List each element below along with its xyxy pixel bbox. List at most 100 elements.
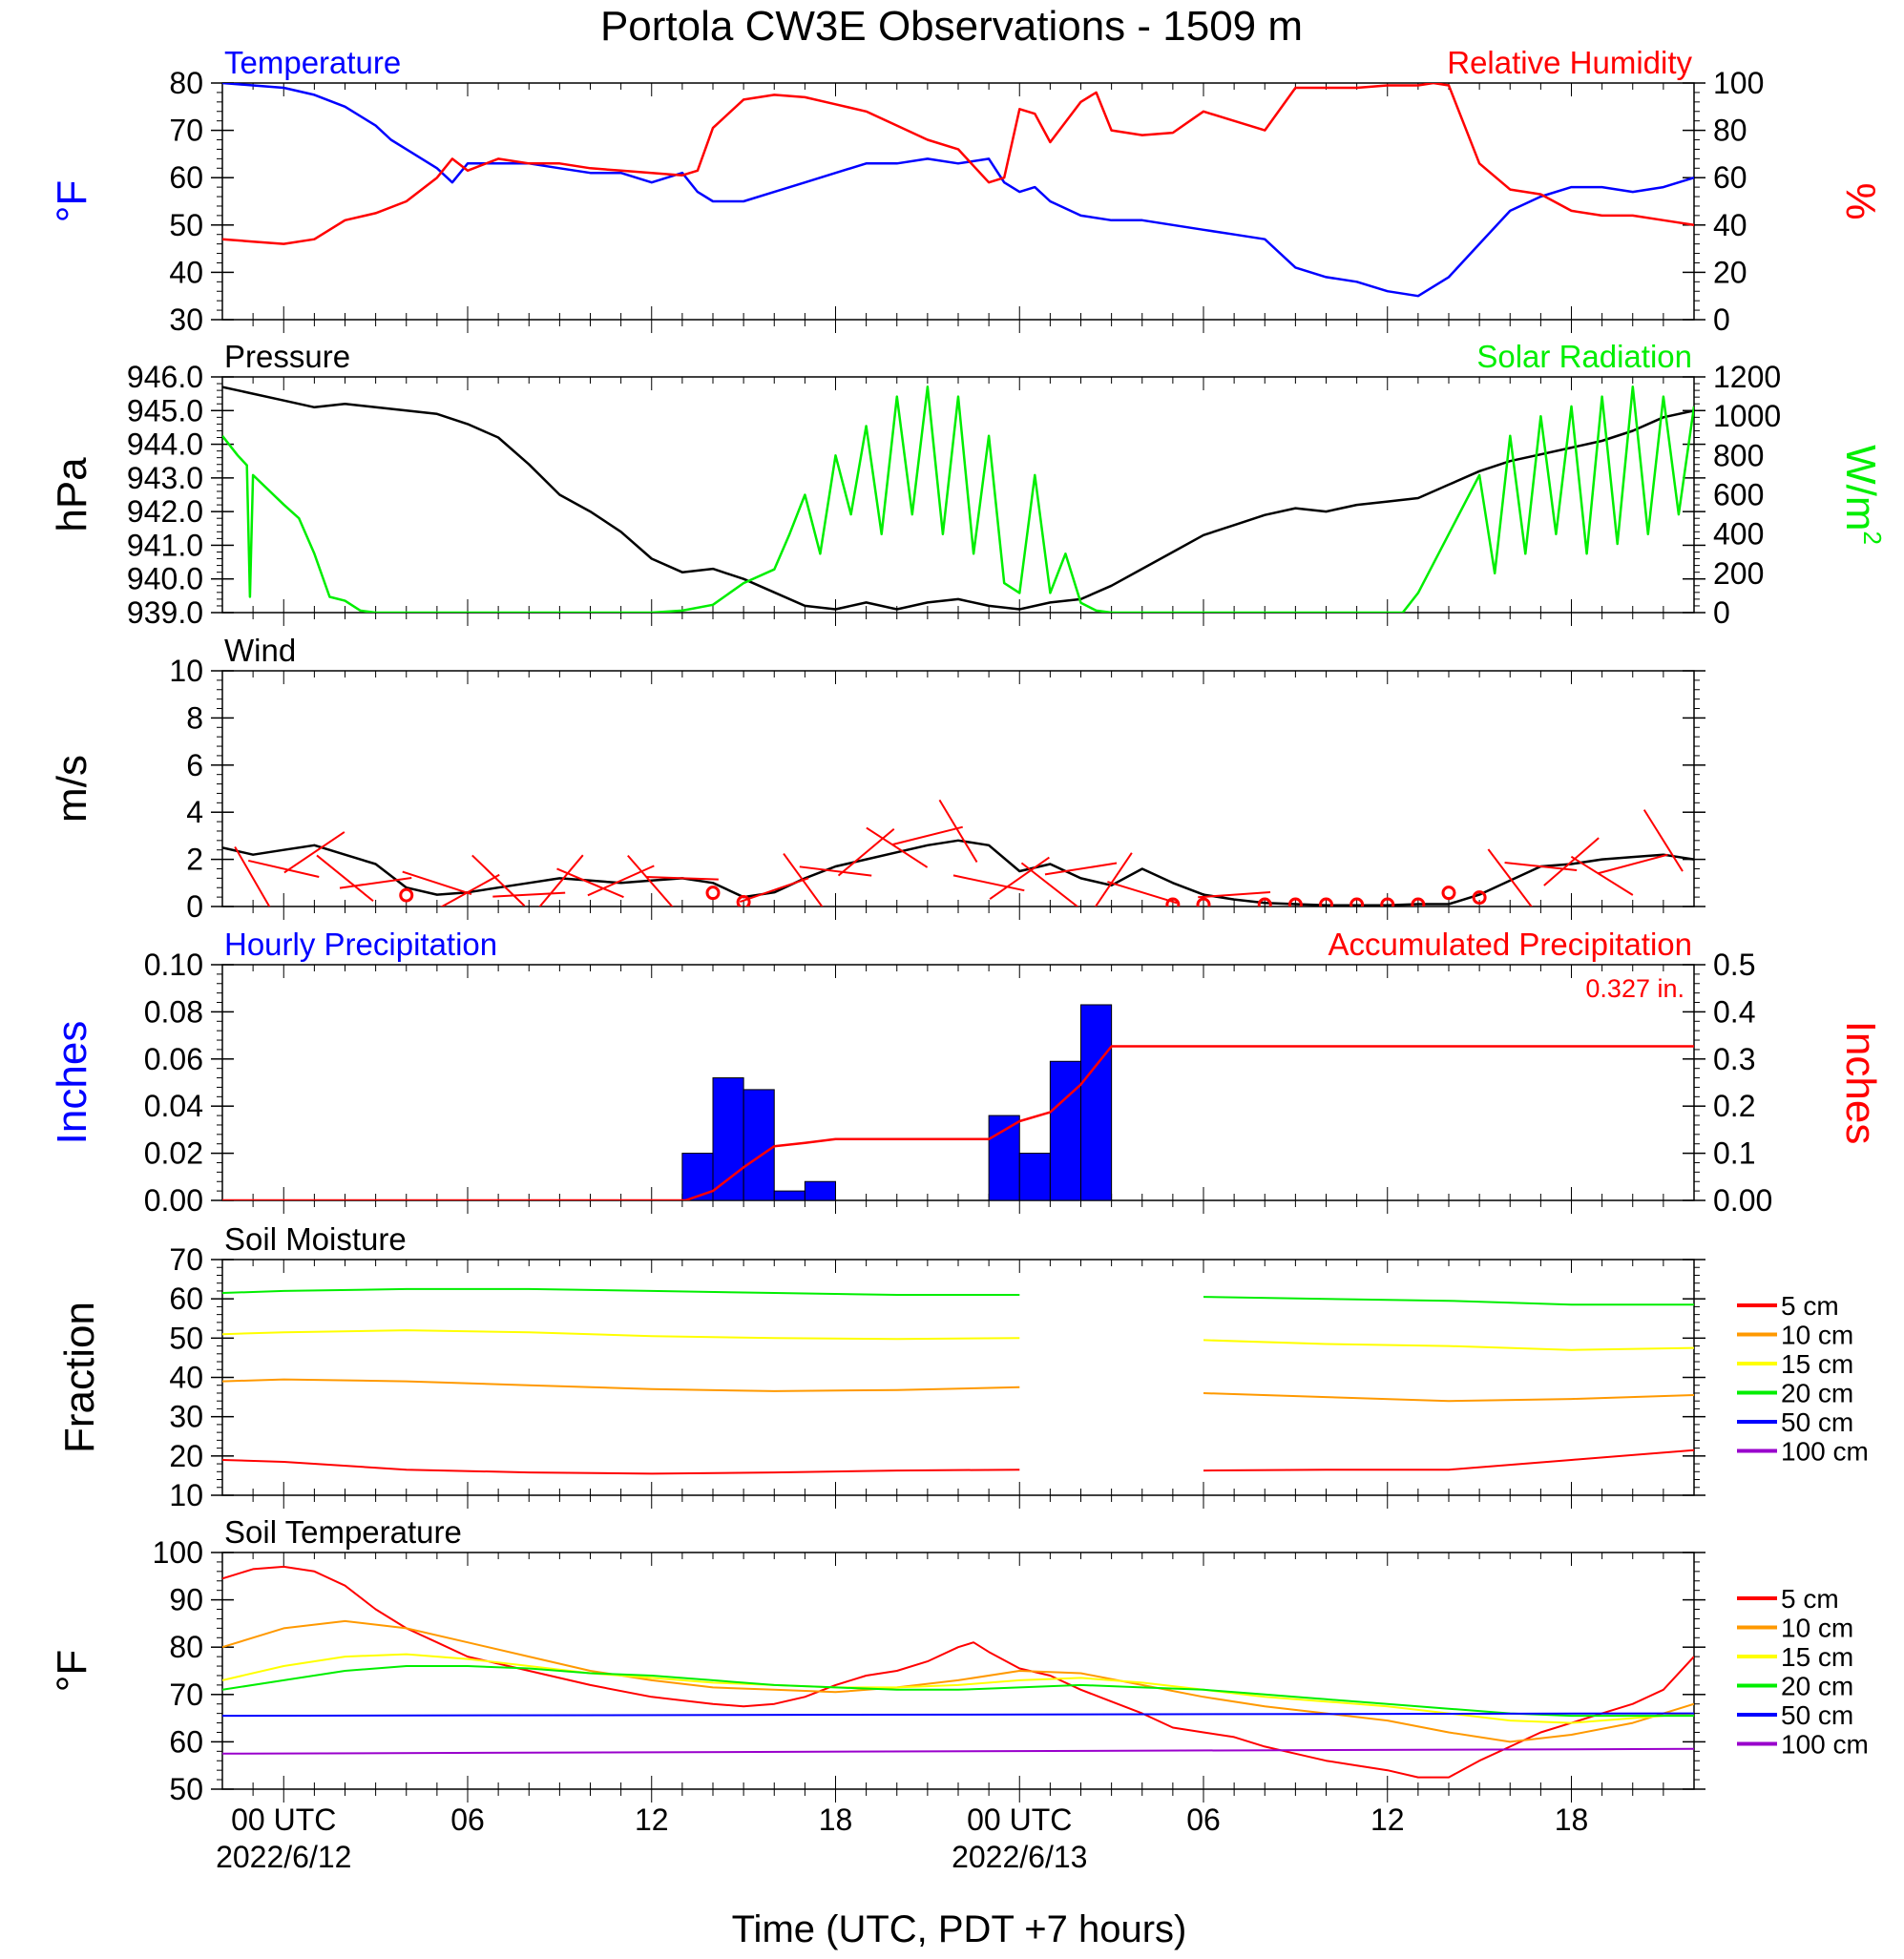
x-tick-label: 12 [635,1803,669,1837]
left-axis-label: °F [49,180,95,222]
left-tick-label: 40 [169,1361,203,1395]
calm-wind-marker [399,887,414,903]
left-tick-label: 70 [169,1678,203,1712]
series-line-soil_15 [222,1653,1694,1724]
left-axis-label: °F [49,1650,95,1692]
panel-right-title: Solar Radiation [1476,339,1692,374]
left-tick-label: 50 [169,1772,203,1806]
plot-area [222,1287,1694,1475]
wind-barb [556,867,624,899]
wind-barb [866,826,929,868]
right-tick-label: 40 [1713,208,1747,242]
calm-wind-marker [1319,897,1333,907]
x-tick-label: 12 [1370,1803,1405,1837]
left-tick-label: 0.00 [144,1183,203,1218]
wind-barb [837,827,895,877]
series-line-temperature [222,83,1694,298]
wind-barb [739,877,809,904]
wind-barb [799,865,872,877]
left-axis-label: Inches [49,1021,95,1145]
wind-barb [627,854,674,907]
left-tick-label: 0.08 [144,994,203,1029]
wind-barb [587,865,655,897]
right-tick-label: 0.00 [1713,1183,1772,1218]
calm-wind-marker [705,886,721,901]
wind-barb [891,825,963,846]
wind-barb [247,859,320,879]
wind-barb [1642,809,1684,872]
plot-frame [221,670,1695,907]
calm-wind-marker [1380,897,1395,907]
calm-wind-marker [1257,897,1272,907]
precip-bar [804,1180,836,1200]
panel-left-title: Temperature [224,45,401,80]
calm-wind-marker [1472,890,1487,906]
x-tick-label: 06 [450,1803,485,1837]
panel-wind: 0 2 4 6 8 10 Wind m/s [49,633,1705,924]
wind-barb [316,854,374,903]
series-line-soil_15 [222,1329,1694,1351]
wind-barb [339,877,412,889]
panel-left-title: Wind [224,633,296,668]
right-axis-label: W/m2 [1837,445,1887,545]
left-tick-label: 20 [169,1439,203,1473]
wind-barb [952,874,1025,892]
series-line-soil_20 [222,1287,1694,1306]
right-tick-label: 60 [1713,160,1747,195]
wind-barb [538,854,584,907]
wind-barb [1487,848,1533,907]
left-tick-label: 0.06 [144,1042,203,1076]
left-tick-label: 939.0 [127,595,203,630]
series-line-soil_10 [222,1619,1694,1743]
left-tick-label: 50 [169,1321,203,1355]
plot-frame [221,964,1695,1201]
right-axis-label: Inches [1837,1021,1884,1145]
precip-bar [773,1190,806,1200]
right-tick-label: 20 [1713,255,1747,289]
legend-label: 100 cm [1781,1437,1869,1467]
right-tick-label: 0 [1713,595,1730,630]
panel-left-title: Pressure [224,339,350,374]
panel-right-title: Accumulated Precipitation [1328,927,1692,962]
plot-area [222,1004,1694,1200]
wind-barb [938,799,978,864]
left-tick-label: 6 [186,748,203,782]
left-axis-label: m/s [49,755,95,823]
left-tick-label: 80 [169,1630,203,1664]
calm-wind-marker [736,895,751,907]
right-tick-label: 400 [1713,517,1764,552]
wind-barb [645,876,719,881]
wind-barb [1198,891,1271,899]
x-tick-label: 00 UTC [967,1803,1072,1837]
series-line-soil_5 [222,1448,1694,1475]
legend-label: 100 cm [1781,1730,1869,1760]
figure-title: Portola CW3E Observations - 1509 m [600,3,1303,50]
left-axis-label: hPa [49,457,95,532]
right-tick-label: 0.5 [1713,948,1755,982]
wind-barb [283,831,345,874]
calm-wind-marker [1350,897,1365,907]
panel-left-title: Soil Temperature [224,1514,462,1550]
legend-label: 15 cm [1781,1349,1853,1379]
series-line-soil_20 [222,1665,1694,1718]
wind-barb [783,852,824,907]
wind-barb [402,870,472,895]
right-tick-label: 200 [1713,556,1764,591]
x-axis-label: Time (UTC, PDT +7 hours) [732,1908,1187,1950]
left-tick-label: 944.0 [127,427,203,462]
calm-wind-marker [1441,886,1456,901]
wind-barb [1570,855,1634,896]
calm-wind-marker [1287,897,1303,907]
left-tick-label: 60 [169,160,203,195]
wind-barb [989,856,1050,900]
series-line-soil_10 [222,1378,1694,1403]
precip-bar [1080,1004,1113,1200]
left-tick-label: 945.0 [127,393,203,427]
legend-label: 10 cm [1781,1614,1853,1643]
panel-left-title: Soil Moisture [224,1221,407,1257]
right-tick-label: 800 [1713,438,1764,472]
panel-pressure_solar: 939.0940.0941.0942.0943.0944.0945.0946.0… [49,339,1887,630]
precip-bar [988,1115,1020,1200]
